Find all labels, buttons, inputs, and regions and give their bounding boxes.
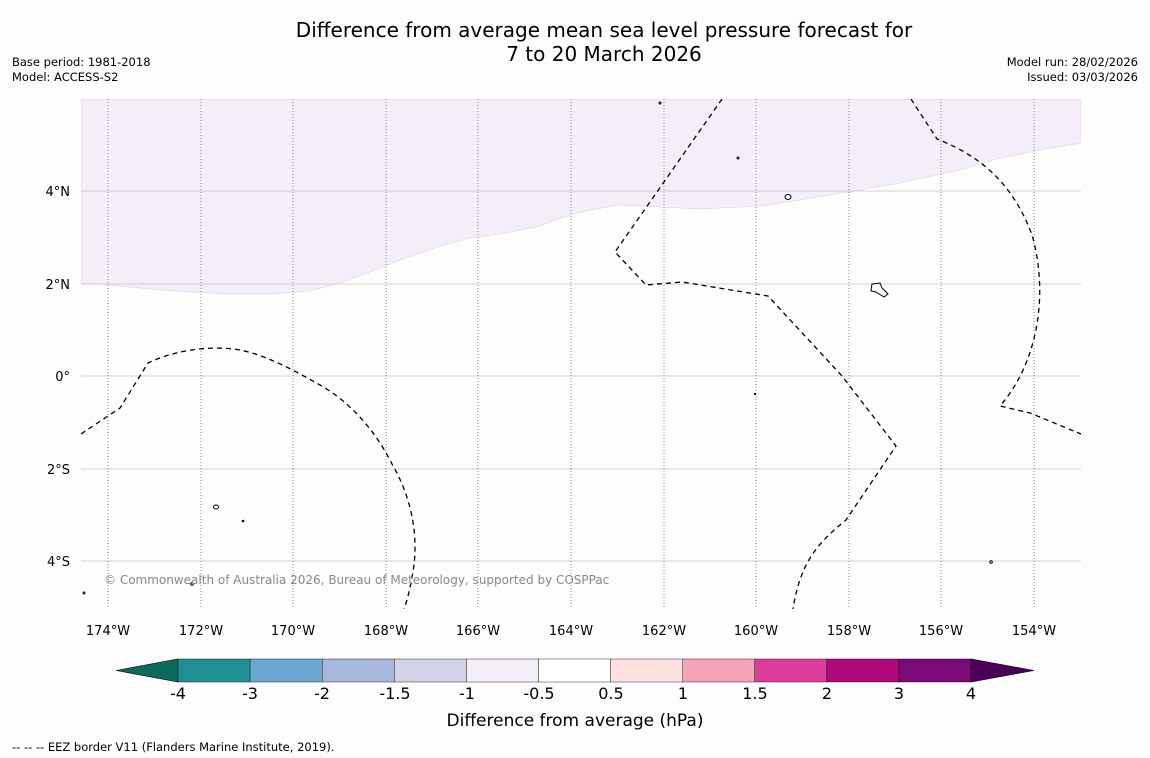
island-c	[241, 519, 245, 523]
lat-label: 4°N	[46, 185, 71, 200]
eez-borders	[81, 99, 1081, 609]
colorbar-segment	[826, 658, 900, 683]
title-line-1: Difference from average mean sea level p…	[295, 18, 913, 42]
islands	[82, 101, 993, 595]
colorbar-segment	[538, 658, 611, 683]
lat-label: 2°N	[46, 278, 71, 293]
colorbar-tick: 1.5	[742, 684, 767, 703]
colorbar-segment	[898, 658, 972, 683]
island-g	[753, 392, 757, 396]
colorbar-segment	[177, 658, 251, 683]
eez-footnote: -- -- -- EEZ border V11 (Flanders Marine…	[12, 740, 335, 754]
colorbar-segment	[394, 658, 467, 683]
latitude-labels: 4°N 2°N 0° 2°S 4°S	[46, 185, 71, 570]
lon-label: 154°W	[1012, 624, 1056, 639]
colorbar-tick: 2	[822, 684, 832, 703]
model-run-text: Model run: 28/02/2026	[1006, 55, 1138, 69]
eez-border-kiribati-line-north	[614, 99, 897, 609]
attribution-text: © Commonwealth of Australia 2026, Bureau…	[104, 573, 609, 587]
lat-label: 0°	[55, 370, 70, 385]
lon-label: 166°W	[456, 624, 500, 639]
colorbar-tick: -3	[242, 684, 258, 703]
title-line-2: 7 to 20 March 2026	[506, 42, 702, 66]
issued-text: Issued: 03/03/2026	[1027, 70, 1138, 84]
longitude-labels: 174°W 172°W 170°W 168°W 166°W 164°W 162°…	[86, 624, 1056, 639]
lat-label: 2°S	[47, 463, 70, 478]
colorbar-segment	[754, 658, 828, 683]
latitude-gridlines	[81, 190, 1081, 562]
lon-label: 170°W	[271, 624, 315, 639]
colorbar-segment	[610, 658, 683, 683]
colorbar-tick: 4	[966, 684, 976, 703]
colorbar	[115, 658, 1035, 683]
colorbar-segment	[682, 658, 756, 683]
run-info: Model run: 28/02/2026 Issued: 03/03/2026	[1007, 55, 1138, 85]
base-period-text: Base period: 1981-2018	[12, 55, 151, 69]
model-text: Model: ACCESS-S2	[12, 70, 119, 84]
lon-label: 168°W	[364, 624, 408, 639]
colorbar-tick: 0.5	[598, 684, 623, 703]
colorbar-arrow-left	[115, 658, 179, 683]
longitude-gridlines	[107, 99, 1035, 609]
colorbar-tick: -1	[459, 684, 475, 703]
island-e	[989, 560, 993, 564]
lon-label: 164°W	[549, 624, 593, 639]
island-f	[82, 591, 86, 595]
colorbar-arrow-right	[970, 658, 1035, 683]
map-area: © Commonwealth of Australia 2026, Bureau…	[81, 99, 1081, 609]
lat-label: 4°S	[47, 555, 70, 570]
island-a	[658, 101, 662, 105]
colorbar-tick: 1	[678, 684, 688, 703]
colorbar-segment	[249, 658, 323, 683]
colorbar-segment	[322, 658, 395, 683]
colorbar-tick: 3	[894, 684, 904, 703]
lon-label: 158°W	[827, 624, 871, 639]
colorbar-tick: -0.5	[523, 684, 554, 703]
colorbar-tick: -1.5	[379, 684, 410, 703]
colorbar-tick: -2	[314, 684, 330, 703]
island-tabuaeran	[784, 194, 792, 200]
colorbar-tick: -4	[170, 684, 186, 703]
island-b	[736, 156, 740, 160]
island-d	[190, 582, 194, 586]
lon-label: 160°W	[734, 624, 778, 639]
eez-border-kiribati-gilbert	[81, 347, 416, 609]
map-title: Difference from average mean sea level p…	[0, 18, 1150, 66]
colorbar-segment	[466, 658, 539, 683]
island-jarvis	[213, 504, 219, 510]
lon-label: 162°W	[642, 624, 686, 639]
island-kiritimati	[870, 282, 889, 298]
lon-label: 172°W	[179, 624, 223, 639]
model-info: Base period: 1981-2018 Model: ACCESS-S2	[12, 55, 151, 85]
colorbar-label: Difference from average (hPa)	[447, 711, 704, 731]
colorbar-ticks: -4 -3 -2 -1.5 -1 -0.5 0.5 1 1.5 2 3 4	[170, 684, 976, 703]
lon-label: 174°W	[86, 624, 130, 639]
eez-border-kiribati-line-east	[910, 99, 1081, 435]
lon-label: 156°W	[919, 624, 963, 639]
anomaly-region-negative	[81, 99, 1081, 295]
